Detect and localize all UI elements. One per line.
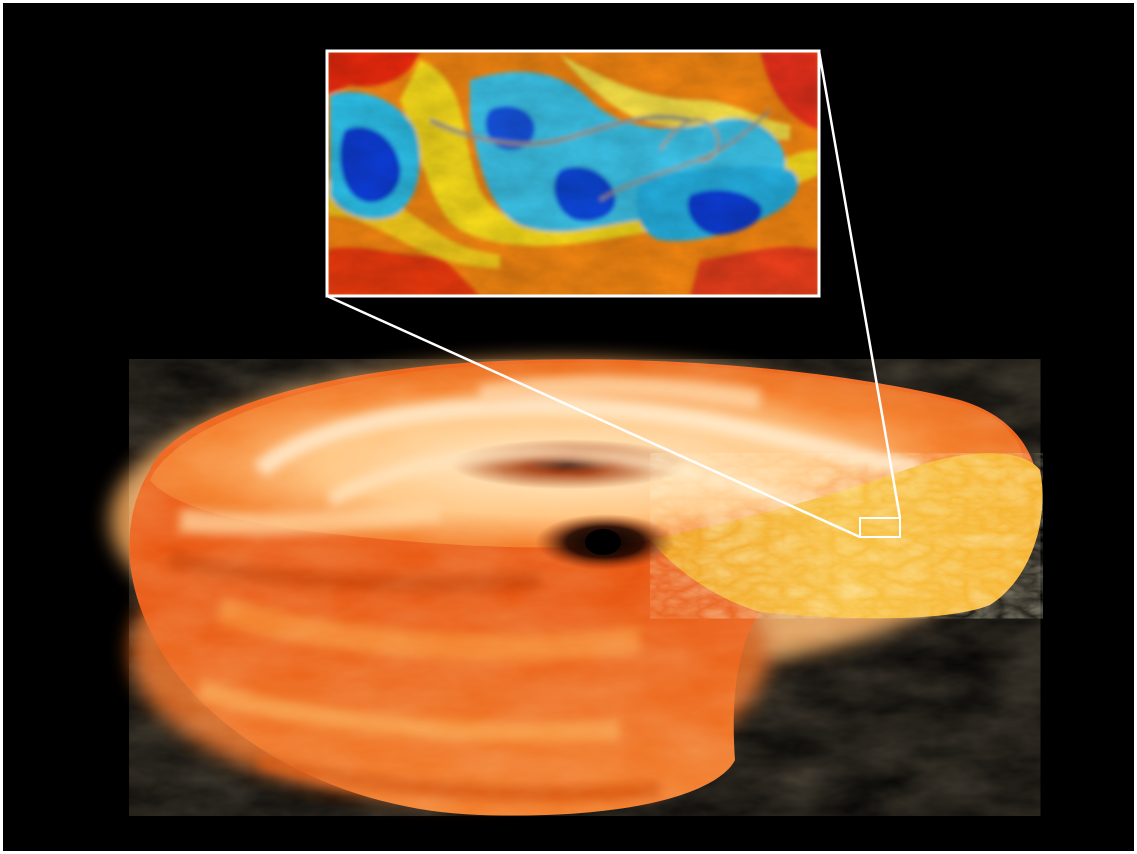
zoom-inset — [327, 51, 819, 296]
connector-line-right — [817, 50, 902, 519]
disk-turbulence — [129, 359, 1041, 816]
zoom-inset-frame — [325, 49, 821, 298]
accretion-disk — [129, 359, 1043, 816]
black-hole — [585, 529, 621, 555]
connector-line-left — [326, 294, 861, 539]
disk-cut-texture — [650, 453, 1043, 619]
zoom-region-marker — [859, 517, 901, 538]
